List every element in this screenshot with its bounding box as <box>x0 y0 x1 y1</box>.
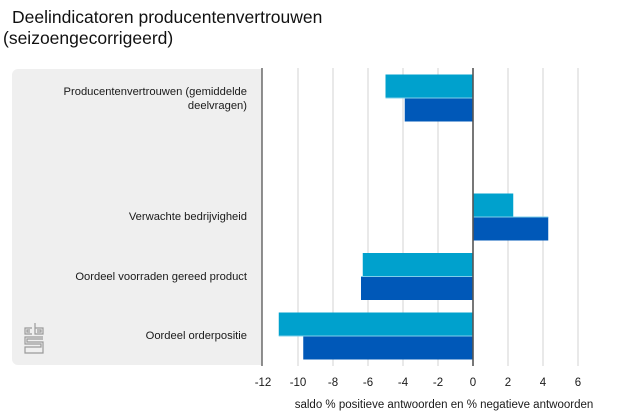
x-tick-label: -12 <box>255 377 272 389</box>
x-tick-label: 2 <box>505 377 511 389</box>
x-tick-label: -4 <box>398 377 409 389</box>
x-tick-label: -2 <box>433 377 443 389</box>
x-tick-label: 6 <box>575 377 581 389</box>
x-axis-label: saldo % positieve antwoorden en % negati… <box>294 399 594 411</box>
bar-series-light <box>385 74 473 98</box>
x-tick-label: -10 <box>290 377 307 389</box>
x-tick-label: -6 <box>363 377 373 389</box>
category-label: Oordeel orderpositie <box>145 330 247 342</box>
bar-series-dark <box>303 336 473 360</box>
bar-series-light <box>362 253 473 277</box>
chart-title: Deelindicatoren producentenvertrouwen (s… <box>3 7 322 49</box>
cbs-logo-icon <box>24 323 44 354</box>
chart-title-line1: Deelindicatoren producentenvertrouwen <box>12 7 323 27</box>
chart-title-line2: (seizoengecorrigeerd) <box>3 28 174 48</box>
bar-series-dark <box>404 98 473 122</box>
x-tick-label: 0 <box>470 377 476 389</box>
bar-series-dark <box>473 217 549 241</box>
bar-series-dark <box>361 276 473 300</box>
category-label: Verwachte bedrijvigheid <box>128 211 247 223</box>
category-label: Oordeel voorraden gereed product <box>75 270 247 283</box>
category-label-panel <box>12 69 262 365</box>
x-tick-label: -8 <box>328 377 338 389</box>
bar-series-light <box>473 193 514 217</box>
bar-series-light <box>278 312 473 336</box>
x-tick-label: 4 <box>540 377 547 389</box>
category-label: Producentenvertrouwen (gemiddelde deelvr… <box>63 86 247 112</box>
